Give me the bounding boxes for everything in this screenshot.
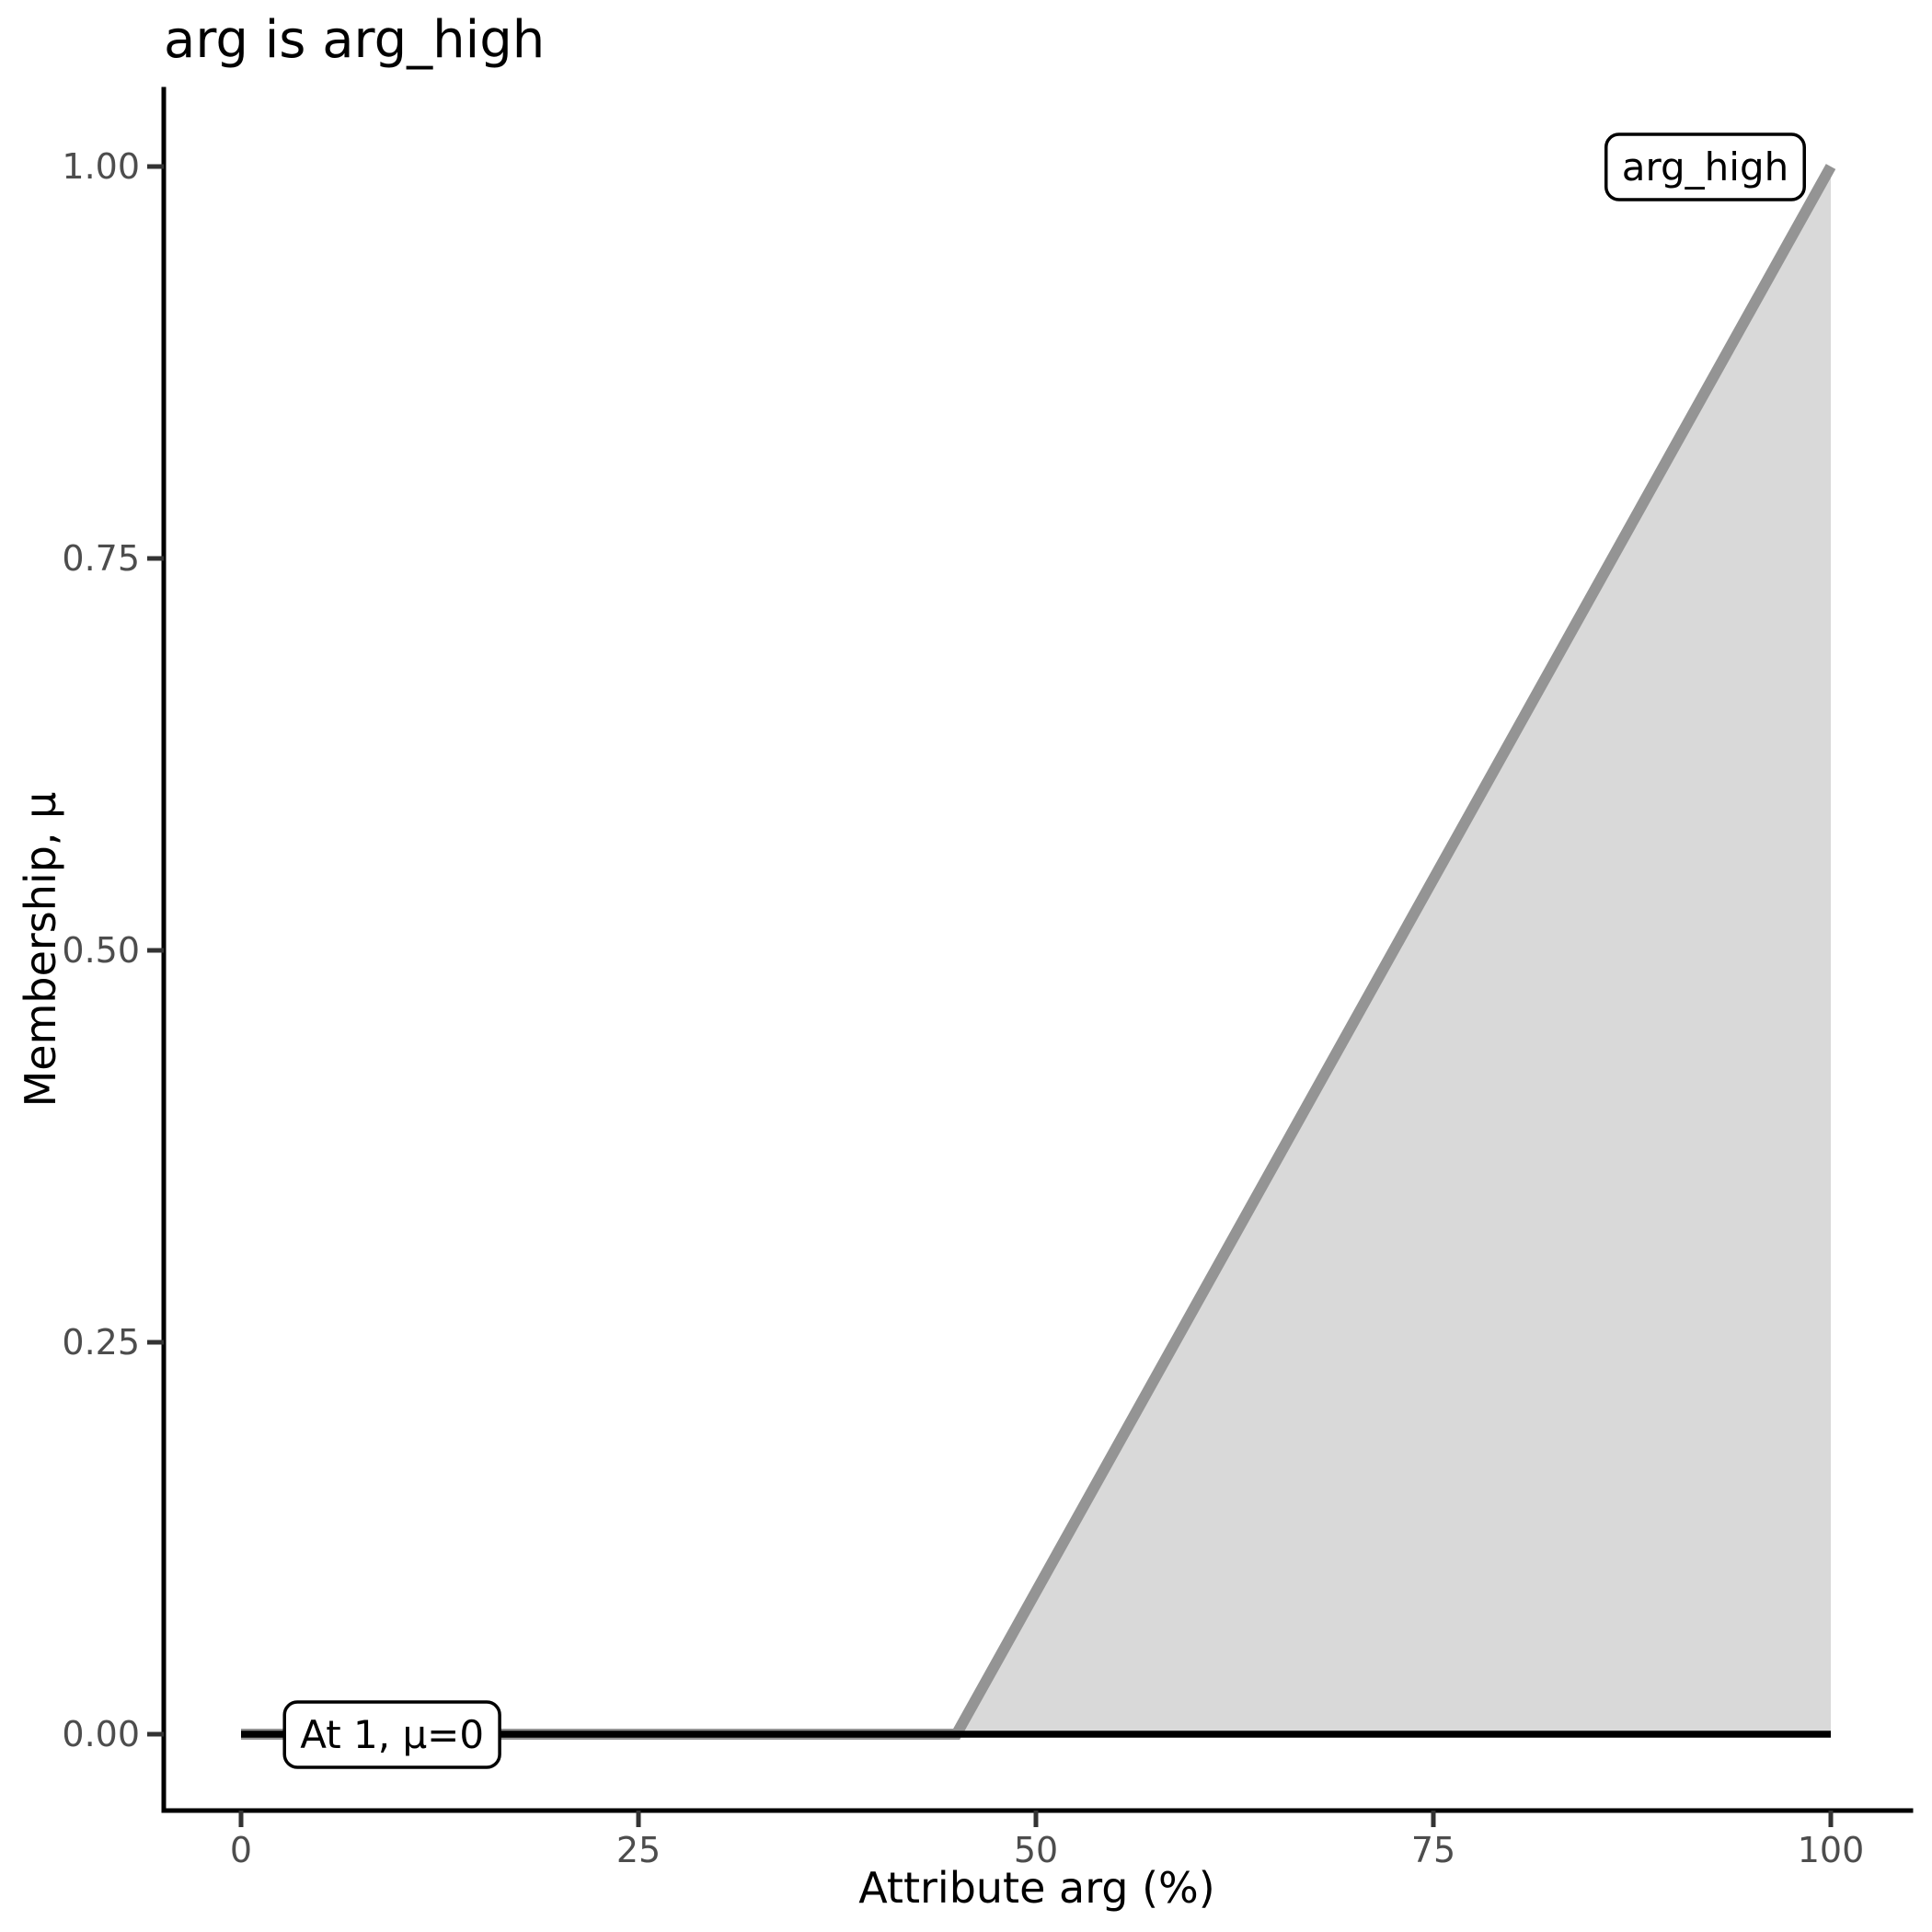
x-axis-ticks: 0 25 50 75 100 [230, 1811, 1864, 1870]
x-tick-label: 0 [230, 1830, 252, 1870]
x-tick-label: 100 [1798, 1830, 1865, 1870]
y-tick-label: 0.50 [62, 930, 140, 971]
annotation-set-label: arg_high [1604, 132, 1806, 201]
annotation-eval-label-box [282, 1700, 501, 1769]
x-axis-title: Attribute arg (%) [858, 1863, 1214, 1913]
annotation-eval-label: At 1, μ=0 [282, 1700, 501, 1769]
x-tick-label: 25 [616, 1830, 661, 1870]
y-tick-label: 0.00 [62, 1714, 140, 1754]
y-axis-title: Membership, μ [16, 792, 65, 1108]
x-tick-label: 50 [1014, 1830, 1058, 1870]
chart-title: arg is arg_high [164, 10, 545, 70]
y-tick-label: 1.00 [62, 146, 140, 187]
annotation-eval-label-text: At 1, μ=0 [300, 1712, 484, 1757]
y-axis-ticks: 0.00 0.25 0.50 0.75 1.00 [62, 146, 164, 1754]
annotation-set-label-box [1604, 132, 1806, 201]
y-tick-label: 0.75 [62, 538, 140, 579]
annotation-set-label-text: arg_high [1622, 144, 1789, 190]
x-tick-label: 75 [1411, 1830, 1455, 1870]
y-tick-label: 0.25 [62, 1322, 140, 1363]
